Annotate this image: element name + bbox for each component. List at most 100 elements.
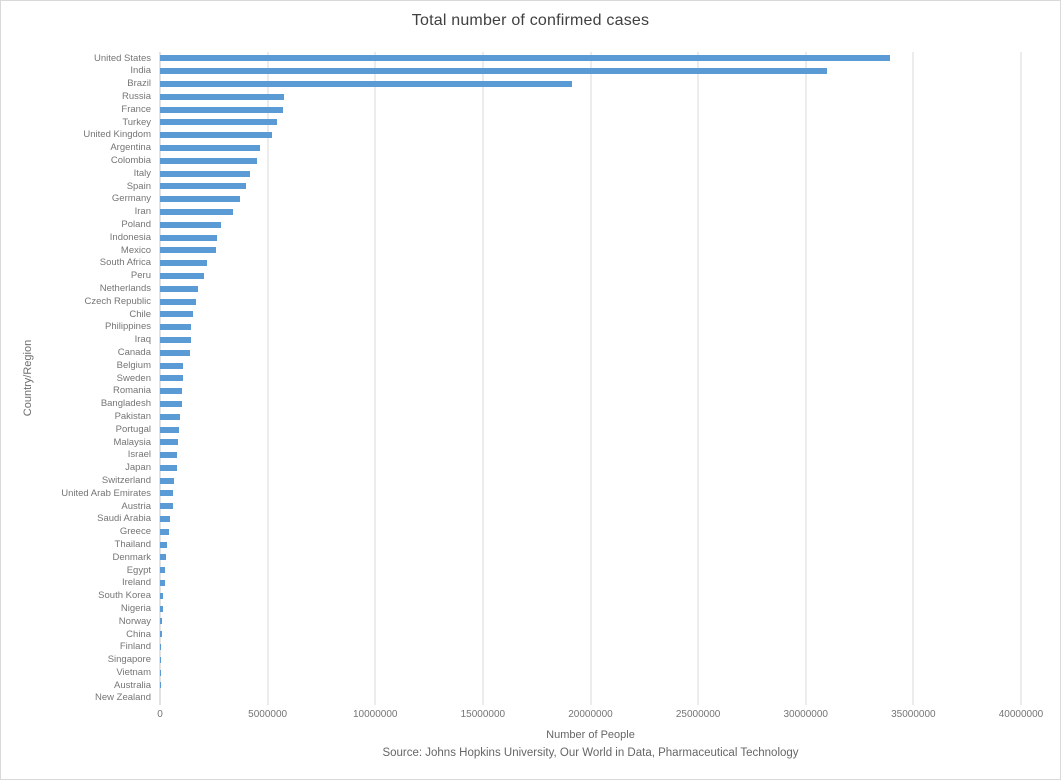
category-label: Israel [127, 449, 151, 461]
bar [160, 324, 192, 331]
bar-row: Mexico [1, 244, 1021, 257]
bar-row: Russia [1, 90, 1021, 103]
bar-track [160, 692, 1021, 705]
bar [160, 439, 179, 446]
category-label: China [126, 628, 151, 640]
category-label: Norway [118, 615, 151, 627]
bar-track [160, 78, 1021, 91]
category-label: Philippines [105, 321, 151, 333]
category-label: Brazil [127, 78, 151, 90]
bar [160, 183, 247, 190]
bar-row: Israel [1, 449, 1021, 462]
category-label: India [130, 65, 151, 77]
category-label: Egypt [126, 564, 151, 576]
category-label: Malaysia [113, 436, 152, 448]
category-label: Peru [130, 270, 151, 282]
bar-track [160, 52, 1021, 65]
category-label: Russia [121, 91, 151, 103]
bar-track [160, 180, 1021, 193]
category-label: United Kingdom [83, 129, 151, 141]
bar-row: South Korea [1, 589, 1021, 602]
bar-row: Malaysia [1, 436, 1021, 449]
bar-row: France [1, 103, 1021, 116]
bar-row: Turkey [1, 116, 1021, 129]
bar [160, 503, 173, 510]
bar [160, 644, 162, 651]
category-label: United States [93, 52, 151, 64]
bar [160, 221, 222, 228]
bar-row: Iraq [1, 334, 1021, 347]
category-label: Argentina [110, 142, 151, 154]
bar-row: Poland [1, 218, 1021, 231]
bar [160, 375, 184, 382]
bar-track [160, 282, 1021, 295]
bar-track [160, 142, 1021, 155]
x-tick-label: 10000000 [353, 709, 398, 720]
bar [160, 452, 178, 459]
category-label: Poland [121, 219, 151, 230]
bar-row: Vietnam [1, 666, 1021, 679]
category-label: Greece [119, 526, 151, 538]
bar [160, 170, 251, 177]
bar [160, 605, 163, 612]
category-label: Pakistan [114, 410, 151, 422]
bar [160, 157, 257, 164]
category-label: Singapore [107, 654, 151, 666]
category-label: Romania [112, 385, 151, 397]
bar-row: Indonesia [1, 231, 1021, 244]
bar-track [160, 666, 1021, 679]
bar-row: Brazil [1, 78, 1021, 91]
bar-row: Ireland [1, 577, 1021, 590]
category-label: Czech Republic [84, 295, 151, 307]
bar-row: Romania [1, 385, 1021, 398]
bar [160, 272, 205, 279]
bar-row: Egypt [1, 564, 1021, 577]
category-label: Nigeria [120, 602, 151, 614]
bar-track [160, 641, 1021, 654]
category-label: Netherlands [99, 282, 151, 294]
x-tick-label: 20000000 [568, 709, 613, 720]
bar-track [160, 231, 1021, 244]
bar [160, 285, 198, 292]
bar-track [160, 410, 1021, 423]
category-label: Italy [133, 167, 151, 179]
bar-row: Spain [1, 180, 1021, 193]
x-tick-label: 30000000 [783, 709, 829, 720]
gridline [805, 52, 807, 705]
category-label: France [121, 103, 151, 115]
chart-title: Total number of confirmed cases [411, 12, 650, 29]
bar-track [160, 334, 1021, 347]
category-label: Australia [114, 679, 151, 691]
bar [160, 631, 162, 638]
bar-track [160, 257, 1021, 270]
bar-track [160, 577, 1021, 590]
bar [160, 247, 216, 254]
bar-track [160, 372, 1021, 385]
bar [160, 132, 272, 139]
bar-track [160, 359, 1021, 372]
bar [160, 656, 161, 663]
bar-track [160, 398, 1021, 411]
bar-track [160, 628, 1021, 641]
bar-track [160, 321, 1021, 334]
bar-row: Australia [1, 679, 1021, 692]
bar-row: Germany [1, 193, 1021, 206]
bar [160, 592, 163, 599]
bar-track [160, 129, 1021, 142]
gridline [267, 52, 269, 705]
bar [160, 400, 182, 407]
bar [160, 336, 191, 343]
bar-track [160, 206, 1021, 219]
x-tick-label: 25000000 [675, 709, 721, 720]
bar-track [160, 154, 1021, 167]
category-label: United Arab Emirates [61, 487, 151, 499]
category-label: New Zealand [95, 692, 151, 704]
category-label: Iran [134, 206, 151, 218]
bar-track [160, 244, 1021, 257]
bar-row: Denmark [1, 551, 1021, 564]
bar-track [160, 551, 1021, 564]
bar-row: Belgium [1, 359, 1021, 372]
bar-track [160, 653, 1021, 666]
bar [160, 106, 283, 113]
gridline [697, 52, 699, 705]
